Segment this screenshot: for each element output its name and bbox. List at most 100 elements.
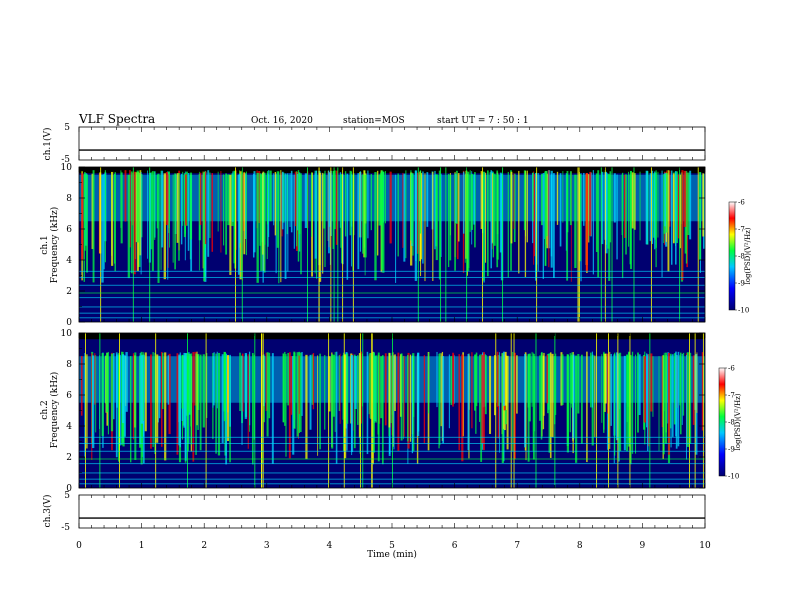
spectral-streak — [241, 356, 243, 445]
spectral-streak — [469, 170, 471, 233]
spectral-streak — [625, 174, 627, 255]
time-tick-label: 2 — [201, 541, 207, 551]
spectral-streak — [403, 173, 406, 262]
spectral-streak — [150, 354, 152, 449]
spectral-streak — [125, 352, 128, 412]
interference-line — [79, 297, 705, 299]
spectral-streak — [541, 173, 544, 226]
spectral-streak — [624, 174, 627, 238]
spectral-streak — [479, 354, 481, 422]
spectral-line — [241, 167, 243, 322]
spectral-streak — [467, 353, 470, 451]
interference-line — [79, 292, 705, 294]
spectral-streak — [488, 355, 492, 434]
spectral-streak — [130, 171, 133, 274]
spectral-streak — [607, 173, 610, 249]
spectral-streak — [301, 351, 303, 416]
spectral-line — [495, 333, 497, 488]
spectral-streak — [328, 356, 331, 412]
spectral-streak — [569, 353, 571, 433]
spectral-streak — [289, 173, 291, 227]
spectral-streak — [293, 351, 296, 420]
spectral-streak — [616, 174, 618, 260]
spectral-line — [694, 333, 696, 488]
spectral-streak — [86, 174, 88, 273]
interference-line — [79, 277, 705, 278]
spectral-line — [679, 167, 681, 322]
spectral-streak — [442, 356, 445, 444]
ch2-colorbar-ticks: -6 -7 -8 -9 -10 — [725, 365, 739, 481]
spectral-streak — [143, 352, 144, 422]
spectral-streak — [391, 355, 393, 436]
spectral-streak — [334, 352, 336, 432]
spectral-streak — [268, 170, 270, 238]
spectral-streak — [583, 172, 585, 226]
spectral-streak — [532, 172, 534, 222]
ch1-ytick-top: 5 — [64, 123, 70, 133]
spectral-streak — [223, 352, 226, 422]
spectral-streak — [628, 352, 630, 441]
spectral-streak — [99, 172, 102, 254]
spectral-streak — [591, 351, 593, 408]
spectral-streak — [359, 171, 362, 252]
spectral-streak — [243, 172, 246, 255]
spectral-line — [307, 167, 309, 322]
spectral-streak — [332, 171, 335, 249]
spectral-streak — [217, 171, 219, 232]
ch1-waveform-panel: 5 -5 ch.1(V) — [42, 123, 706, 165]
spectral-streak — [619, 352, 622, 452]
spectral-line — [596, 333, 598, 488]
spectral-streak — [499, 352, 500, 453]
spectral-streak — [253, 354, 255, 440]
spectral-streak — [180, 173, 183, 245]
spectral-line — [466, 167, 468, 322]
spectral-streak — [280, 170, 282, 283]
spectral-streak — [403, 355, 405, 437]
time-tick-label: 5 — [389, 541, 395, 551]
spectral-line — [554, 333, 556, 488]
interference-line — [79, 306, 705, 308]
spectral-streak — [685, 170, 688, 264]
spectral-streak — [661, 355, 663, 428]
spectral-streak — [196, 351, 198, 426]
spectral-streak — [393, 355, 395, 450]
spectral-streak — [199, 172, 202, 226]
spectral-streak — [184, 353, 187, 461]
spectral-streak — [207, 170, 210, 257]
spectral-streak — [673, 353, 677, 425]
spectral-streak — [454, 172, 456, 271]
spectral-streak — [645, 170, 649, 245]
spectral-streak — [502, 351, 505, 406]
spectral-streak — [216, 351, 218, 409]
spectral-line — [697, 167, 699, 322]
spectral-streak — [107, 351, 109, 435]
spectral-streak — [621, 174, 623, 236]
spectral-line — [604, 167, 606, 322]
spectral-streak — [572, 354, 575, 437]
time-tick-label: 1 — [139, 541, 145, 551]
spectral-streak — [335, 351, 338, 464]
spectral-streak — [580, 354, 583, 444]
spectral-streak — [328, 170, 330, 254]
spectral-streak — [164, 352, 167, 461]
spectral-streak — [332, 354, 336, 417]
spectral-streak — [273, 173, 275, 226]
spectral-streak — [585, 172, 589, 272]
spectral-streak — [159, 355, 161, 419]
spectral-streak — [537, 172, 539, 272]
spectral-line — [318, 167, 320, 322]
spectral-streak — [263, 172, 266, 245]
ch2-spectrogram-image — [79, 333, 705, 488]
spectral-streak — [367, 170, 369, 239]
spectral-streak — [176, 173, 179, 243]
spectral-streak — [136, 170, 139, 243]
spectral-streak — [202, 171, 204, 269]
spectral-streak — [294, 171, 297, 227]
spectral-streak — [671, 354, 674, 437]
spectral-streak — [349, 170, 352, 236]
spectral-streak — [471, 352, 473, 429]
spectral-streak — [335, 170, 339, 245]
frequency-tick-label: 10 — [61, 163, 73, 173]
ch2-frequency-ylabel: Frequency (kHz) — [49, 372, 60, 449]
spectral-streak — [275, 173, 277, 274]
